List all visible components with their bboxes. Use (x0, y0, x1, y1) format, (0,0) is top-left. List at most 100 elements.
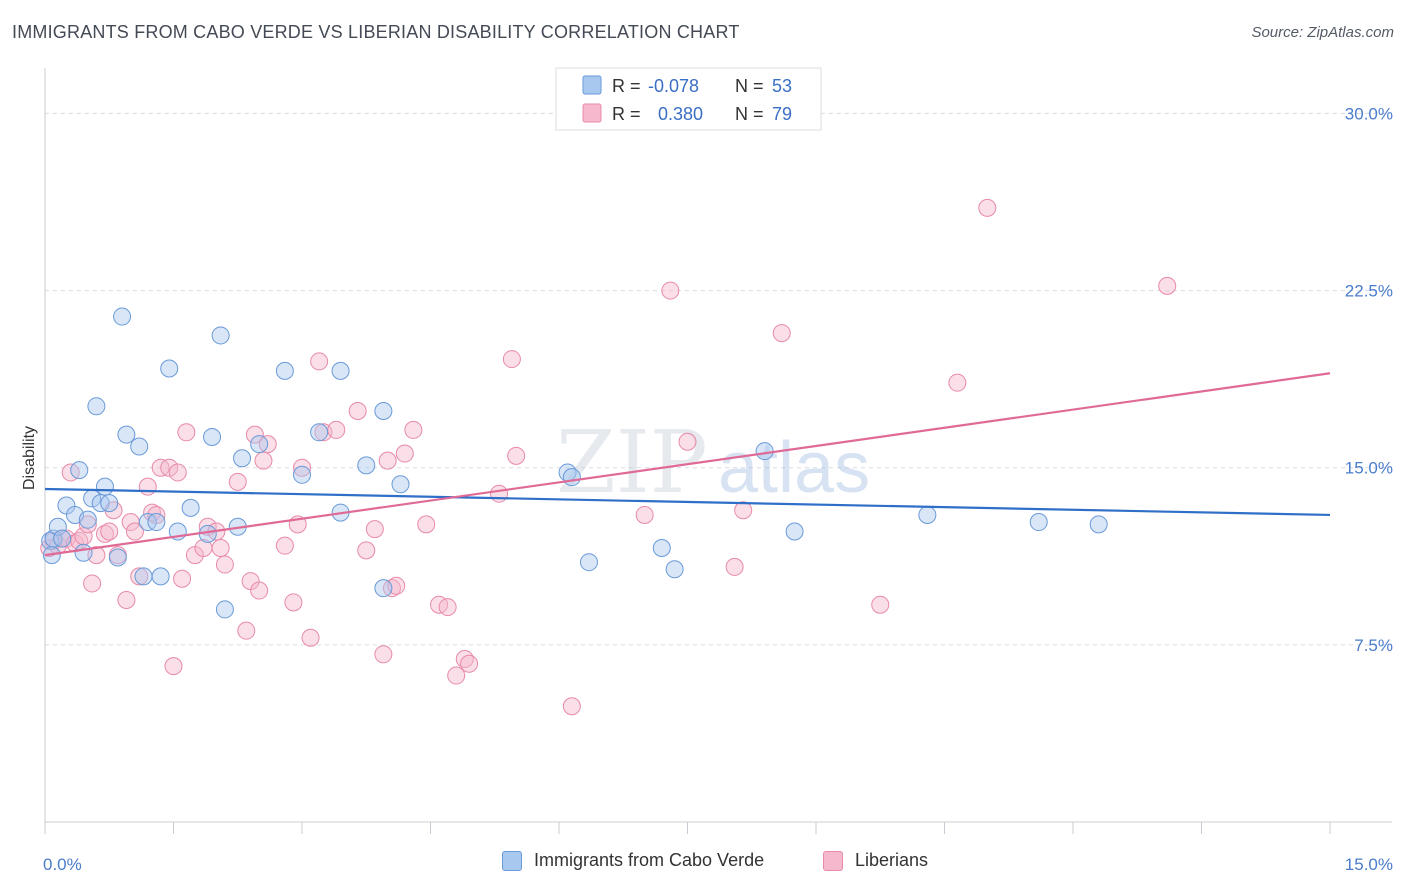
cabo-verde-point-37 (331, 361, 350, 380)
trend-lines (44, 372, 1331, 557)
liberian-point-59 (417, 515, 436, 534)
liberian-point-26 (168, 463, 187, 482)
cabo-verde-point-13 (95, 477, 114, 496)
legend-swatch-blue (582, 75, 602, 95)
cabo-verde-point-16 (113, 307, 132, 326)
liberian-point-75 (871, 595, 890, 614)
liberian-point-65 (490, 484, 509, 503)
cabo-verde-point-0 (41, 531, 60, 550)
liberian-point-42 (275, 536, 294, 555)
liberian-point-74 (772, 324, 791, 343)
legend-label-liberians: Liberians (855, 850, 929, 870)
legend-r-label-pink: R = (612, 104, 641, 124)
liberian-point-61 (438, 598, 457, 617)
cabo-verde-point-49 (918, 505, 937, 524)
x-tick-label-1: 15.0% (1345, 855, 1393, 874)
liberian-point-70 (661, 281, 680, 300)
liberian-point-35 (228, 472, 247, 491)
legend-swatch-cabo-verde (502, 850, 522, 871)
legend-swatch-pink (582, 103, 602, 123)
liberian-point-72 (725, 557, 744, 576)
liberian-point-36 (237, 621, 256, 640)
liberian-point-28 (177, 423, 196, 442)
liberian-point-40 (254, 451, 273, 470)
liberian-point-78 (1158, 276, 1177, 295)
liberian-point-49 (327, 420, 346, 439)
liberian-point-39 (250, 581, 269, 600)
cabo-verde-point-50 (1029, 513, 1048, 532)
liberian-point-64 (460, 654, 479, 673)
cabo-verde-point-19 (134, 567, 153, 586)
cabo-verde-point-40 (374, 579, 393, 598)
cabo-verde-point-29 (215, 600, 234, 619)
x-tick-labels: 0.0% 15.0% (43, 855, 1393, 874)
cabo-verde-point-25 (181, 498, 200, 517)
legend-swatch-liberians (823, 850, 843, 871)
cabo-verde-point-8 (74, 543, 93, 562)
cabo-verde-point-51 (1089, 515, 1108, 534)
legend-r-label-blue: R = (612, 76, 641, 96)
liberian-point-24 (160, 458, 179, 477)
liberian-point-38 (245, 425, 264, 444)
watermark-atlas: atlas (718, 428, 870, 508)
cabo-verde-point-17 (117, 425, 136, 444)
cabo-verde-point-18 (130, 437, 149, 456)
legend-item-cabo-verde: Immigrants from Cabo Verde (502, 850, 764, 871)
cabo-verde-point-47 (755, 442, 774, 461)
legend-n-value-pink: 79 (772, 104, 792, 124)
liberian-point-77 (978, 198, 997, 217)
liberian-point-71 (678, 432, 697, 451)
liberian-point-10 (83, 574, 102, 593)
liberian-point-69 (635, 505, 654, 524)
y-tick-label-2: 22.5% (1345, 282, 1393, 301)
correlation-legend: R = -0.078 N = 53 R = 0.380 N = 79 (555, 67, 822, 131)
liberian-point-68 (562, 697, 581, 716)
cabo-verde-point-23 (160, 359, 179, 378)
source-credit: Source: ZipAtlas.com (1251, 24, 1394, 41)
liberian-point-54 (378, 451, 397, 470)
cabo-verde-point-39 (374, 402, 393, 421)
cabo-verde-point-7 (70, 461, 89, 480)
cabo-verde-point-9 (78, 510, 97, 529)
cabo-verde-point-4 (53, 529, 72, 548)
series-cabo-verde (41, 307, 1108, 619)
cabo-verde-point-14 (100, 494, 119, 513)
cabo-verde-point-44 (579, 553, 598, 572)
liberian-point-76 (948, 373, 967, 392)
legend-n-label-pink: N = (735, 104, 764, 124)
liberian-point-45 (293, 458, 311, 477)
liberian-point-43 (284, 593, 303, 612)
legend-label-cabo-verde: Immigrants from Cabo Verde (534, 850, 765, 870)
watermark: ZIP atlas (556, 413, 870, 513)
y-tick-label-1: 15.0% (1345, 459, 1393, 478)
y-tick-labels: 7.5% 15.0% 22.5% 30.0% (1345, 104, 1393, 654)
axes (44, 68, 1392, 834)
legend-item-liberians: Liberians (823, 850, 928, 871)
gridlines (45, 112, 1392, 646)
legend-r-value-pink: 0.380 (658, 104, 703, 124)
liberian-point-50 (348, 402, 367, 421)
watermark-zip: ZIP (556, 413, 708, 513)
liberian-point-67 (507, 446, 526, 465)
legend-n-value-blue: 53 (772, 76, 792, 96)
cabo-verde-point-34 (293, 465, 311, 484)
liberian-point-47 (310, 352, 329, 371)
cabo-verde-point-35 (310, 423, 329, 442)
liberian-point-33 (211, 539, 230, 558)
y-tick-label-0: 7.5% (1354, 636, 1393, 655)
liberian-point-51 (357, 541, 376, 560)
y-axis-title: Disability (21, 426, 38, 490)
liberian-point-73 (734, 501, 753, 520)
cabo-verde-point-31 (233, 449, 252, 468)
x-tick-label-0: 0.0% (43, 855, 82, 874)
liberian-point-52 (365, 520, 384, 539)
cabo-verde-point-22 (151, 567, 170, 586)
cabo-verde-point-21 (147, 513, 166, 532)
legend-n-label-blue: N = (735, 76, 764, 96)
cabo-verde-point-33 (275, 361, 294, 380)
liberian-point-27 (173, 569, 192, 588)
liberian-point-46 (301, 628, 320, 647)
chart-title: IMMIGRANTS FROM CABO VERDE VS LIBERIAN D… (12, 22, 740, 42)
cabo-verde-point-28 (211, 326, 230, 345)
